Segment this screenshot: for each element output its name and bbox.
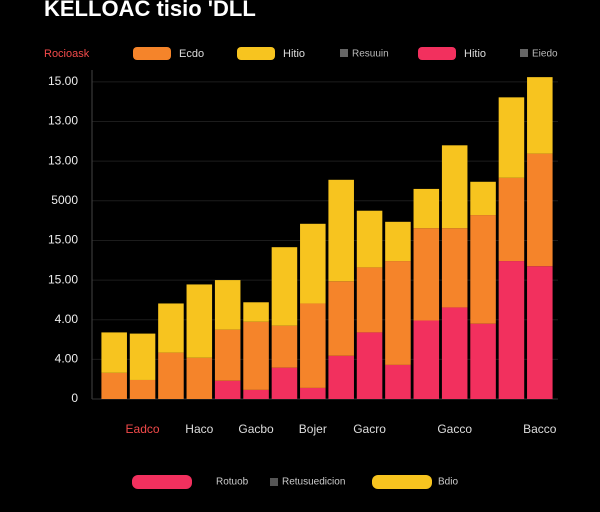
legend-entry: Hitio	[464, 48, 486, 60]
legend-entry: Bdio	[438, 477, 458, 488]
bar-segment	[186, 357, 213, 399]
x-tick-label: Gacro	[353, 422, 386, 436]
bar-segment	[356, 267, 383, 333]
bar-segment	[470, 181, 496, 216]
legend-entry: Rotuob	[216, 477, 249, 488]
bar-segment	[441, 228, 468, 308]
bar-segment	[527, 153, 553, 267]
legend-swatch	[372, 475, 432, 489]
y-tick-label: 0	[71, 391, 78, 405]
y-tick-label: 4.00	[55, 352, 79, 366]
legend-entry: Resuuin	[352, 49, 389, 60]
bar-segment	[300, 303, 326, 388]
bar-segment	[527, 266, 553, 399]
chart-title: KELLOAC tisio 'DLL	[44, 0, 256, 21]
bar-segment	[158, 303, 184, 353]
bar-segment	[300, 387, 326, 399]
y-tick-label: 13.00	[48, 114, 78, 128]
x-tick-label: Bojer	[299, 422, 327, 436]
bar-segment	[328, 281, 354, 356]
bar-segment	[385, 261, 411, 365]
legend-entry: Hitio	[283, 48, 305, 60]
bar-segment	[470, 323, 496, 399]
bar-segment	[101, 332, 127, 373]
y-tick-label: 5000	[51, 193, 78, 207]
y-tick-label: 15.00	[48, 233, 78, 247]
bar-segment	[243, 302, 269, 322]
bar-segment	[271, 325, 298, 368]
x-tick-label: Eadco	[126, 422, 160, 436]
bar-segment	[385, 364, 411, 399]
x-tick-label: Gacbo	[238, 422, 274, 436]
bar-segment	[214, 329, 241, 381]
bar-segment	[271, 367, 298, 399]
bar-segment	[498, 261, 525, 399]
bar-segment	[328, 179, 354, 282]
legend-entry: Ecdo	[179, 48, 204, 60]
y-tick-label: 13.00	[48, 153, 78, 167]
bar-segment	[243, 389, 269, 399]
bar-segment	[243, 321, 269, 390]
legend-swatch	[520, 49, 528, 57]
legend-label: Rocioask	[44, 48, 90, 60]
bar-segment	[441, 307, 468, 399]
bar-segment	[413, 320, 440, 399]
legend-swatch	[132, 475, 192, 489]
x-tick-label: Gacco	[437, 422, 472, 436]
bar-segment	[186, 284, 213, 358]
x-tick-label: Haco	[185, 422, 213, 436]
bar-segment	[385, 221, 411, 262]
legend-swatch	[340, 49, 348, 57]
y-tick-label: 4.00	[55, 312, 79, 326]
bar-segment	[527, 77, 553, 154]
bar-segment	[413, 188, 440, 229]
bar-segment	[356, 210, 383, 268]
y-tick-label: 15.00	[48, 74, 78, 88]
legend-swatch	[418, 47, 456, 60]
bar-segment	[300, 223, 326, 304]
bar-segment	[498, 97, 525, 178]
bar-segment	[498, 177, 525, 262]
bar-segment	[101, 372, 127, 399]
bar-segment	[470, 215, 496, 324]
legend-swatch	[237, 47, 275, 60]
legend-swatch	[270, 478, 278, 486]
bar-segment	[328, 355, 354, 399]
legend-entry: Eiedo	[532, 49, 558, 60]
legend-entry: Retusuedicion	[282, 477, 345, 488]
legend-swatch	[133, 47, 171, 60]
x-tick-label: Bacco	[523, 422, 557, 436]
bar-segment	[214, 280, 241, 330]
bar-segment	[129, 379, 156, 399]
bar-segment	[441, 145, 468, 229]
bar-segment	[214, 380, 241, 399]
bar-segment	[271, 247, 298, 326]
bar-segment	[356, 332, 383, 399]
bar-segment	[129, 333, 156, 380]
bar-segment	[158, 352, 184, 399]
y-tick-label: 15.00	[48, 272, 78, 286]
bar-segment	[413, 228, 440, 321]
